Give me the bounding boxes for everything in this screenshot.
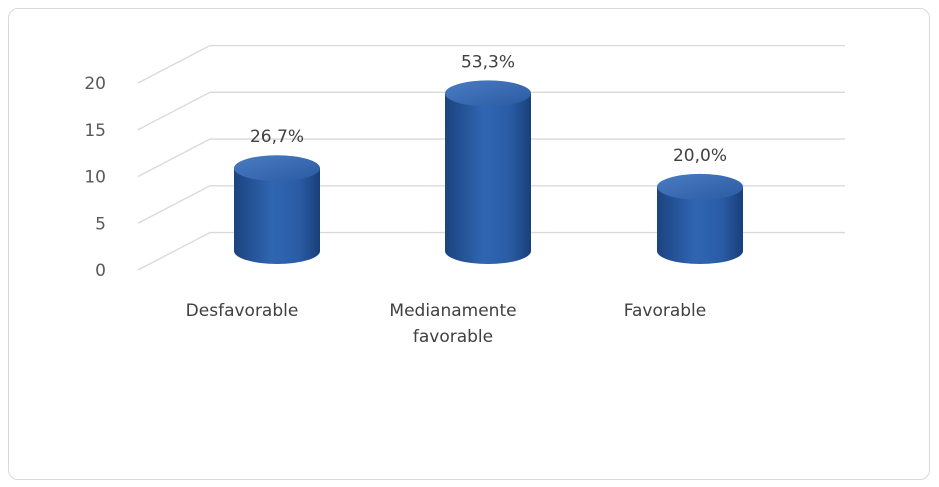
category-label: Favorable xyxy=(624,301,706,321)
x-axis-categories: Desfavorable Medianamente favorable Favorab… xyxy=(186,301,707,347)
y-tick-label: 15 xyxy=(84,121,106,141)
category-label: Medianamente favorable xyxy=(389,301,516,347)
data-labels: 26,7% 53,3% 20,0% xyxy=(250,52,727,165)
bar-1 xyxy=(445,80,531,265)
gridline-10 xyxy=(137,138,845,178)
y-tick-label: 10 xyxy=(84,168,106,188)
bars xyxy=(234,80,743,265)
gridline-15 xyxy=(137,91,845,131)
category-label: Desfavorable xyxy=(186,301,299,321)
gridline-20 xyxy=(137,44,845,84)
y-tick-label: 0 xyxy=(95,261,106,281)
gridline-5 xyxy=(137,185,845,224)
data-label: 20,0% xyxy=(673,146,727,166)
y-axis-ticks: 0 5 10 15 20 xyxy=(84,74,106,281)
data-label: 26,7% xyxy=(250,127,304,147)
gridlines xyxy=(137,44,845,271)
bar-0 xyxy=(234,155,320,264)
gridline-0 xyxy=(137,231,845,271)
y-tick-label: 20 xyxy=(84,74,106,94)
bar-2 xyxy=(657,173,743,264)
data-label: 53,3% xyxy=(461,52,515,72)
y-tick-label: 5 xyxy=(95,214,106,234)
